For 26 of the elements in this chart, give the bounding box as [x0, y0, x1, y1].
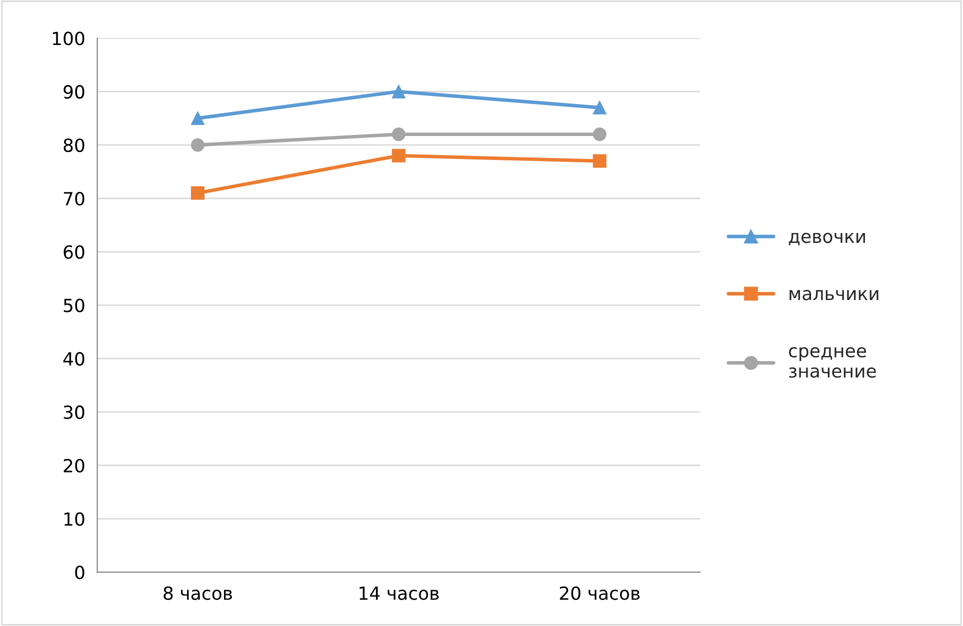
point — [592, 128, 606, 142]
point — [592, 100, 606, 114]
point — [592, 154, 606, 168]
legend-label: девочки — [788, 232, 865, 246]
y-tick-label: 80 — [64, 138, 84, 152]
y-tick-label: 40 — [63, 352, 84, 366]
y-tick-label: 50 — [64, 298, 84, 312]
y-tick-label: 100 — [52, 32, 84, 46]
x-tick-label: 20 часов — [560, 586, 640, 600]
y-tick-label: 90 — [64, 85, 84, 99]
y-tick-label: 10 — [64, 512, 84, 526]
y-tick-label: 30 — [64, 405, 84, 420]
y-tick-label: 70 — [64, 192, 84, 206]
point — [392, 128, 406, 142]
point — [392, 84, 406, 98]
y-tick-label: 20 — [64, 458, 84, 472]
point — [190, 112, 205, 126]
point — [190, 186, 205, 200]
y-tick-label: 60 — [64, 245, 84, 259]
legend-label: мальчики — [790, 290, 878, 300]
point — [190, 138, 205, 152]
legend-label: среднее значение — [788, 347, 876, 378]
x-tick-label: 14 часов — [360, 586, 439, 600]
point — [392, 148, 406, 162]
y-tick-label: 0 — [75, 566, 84, 580]
x-tick-label: 8 часов — [164, 586, 232, 600]
